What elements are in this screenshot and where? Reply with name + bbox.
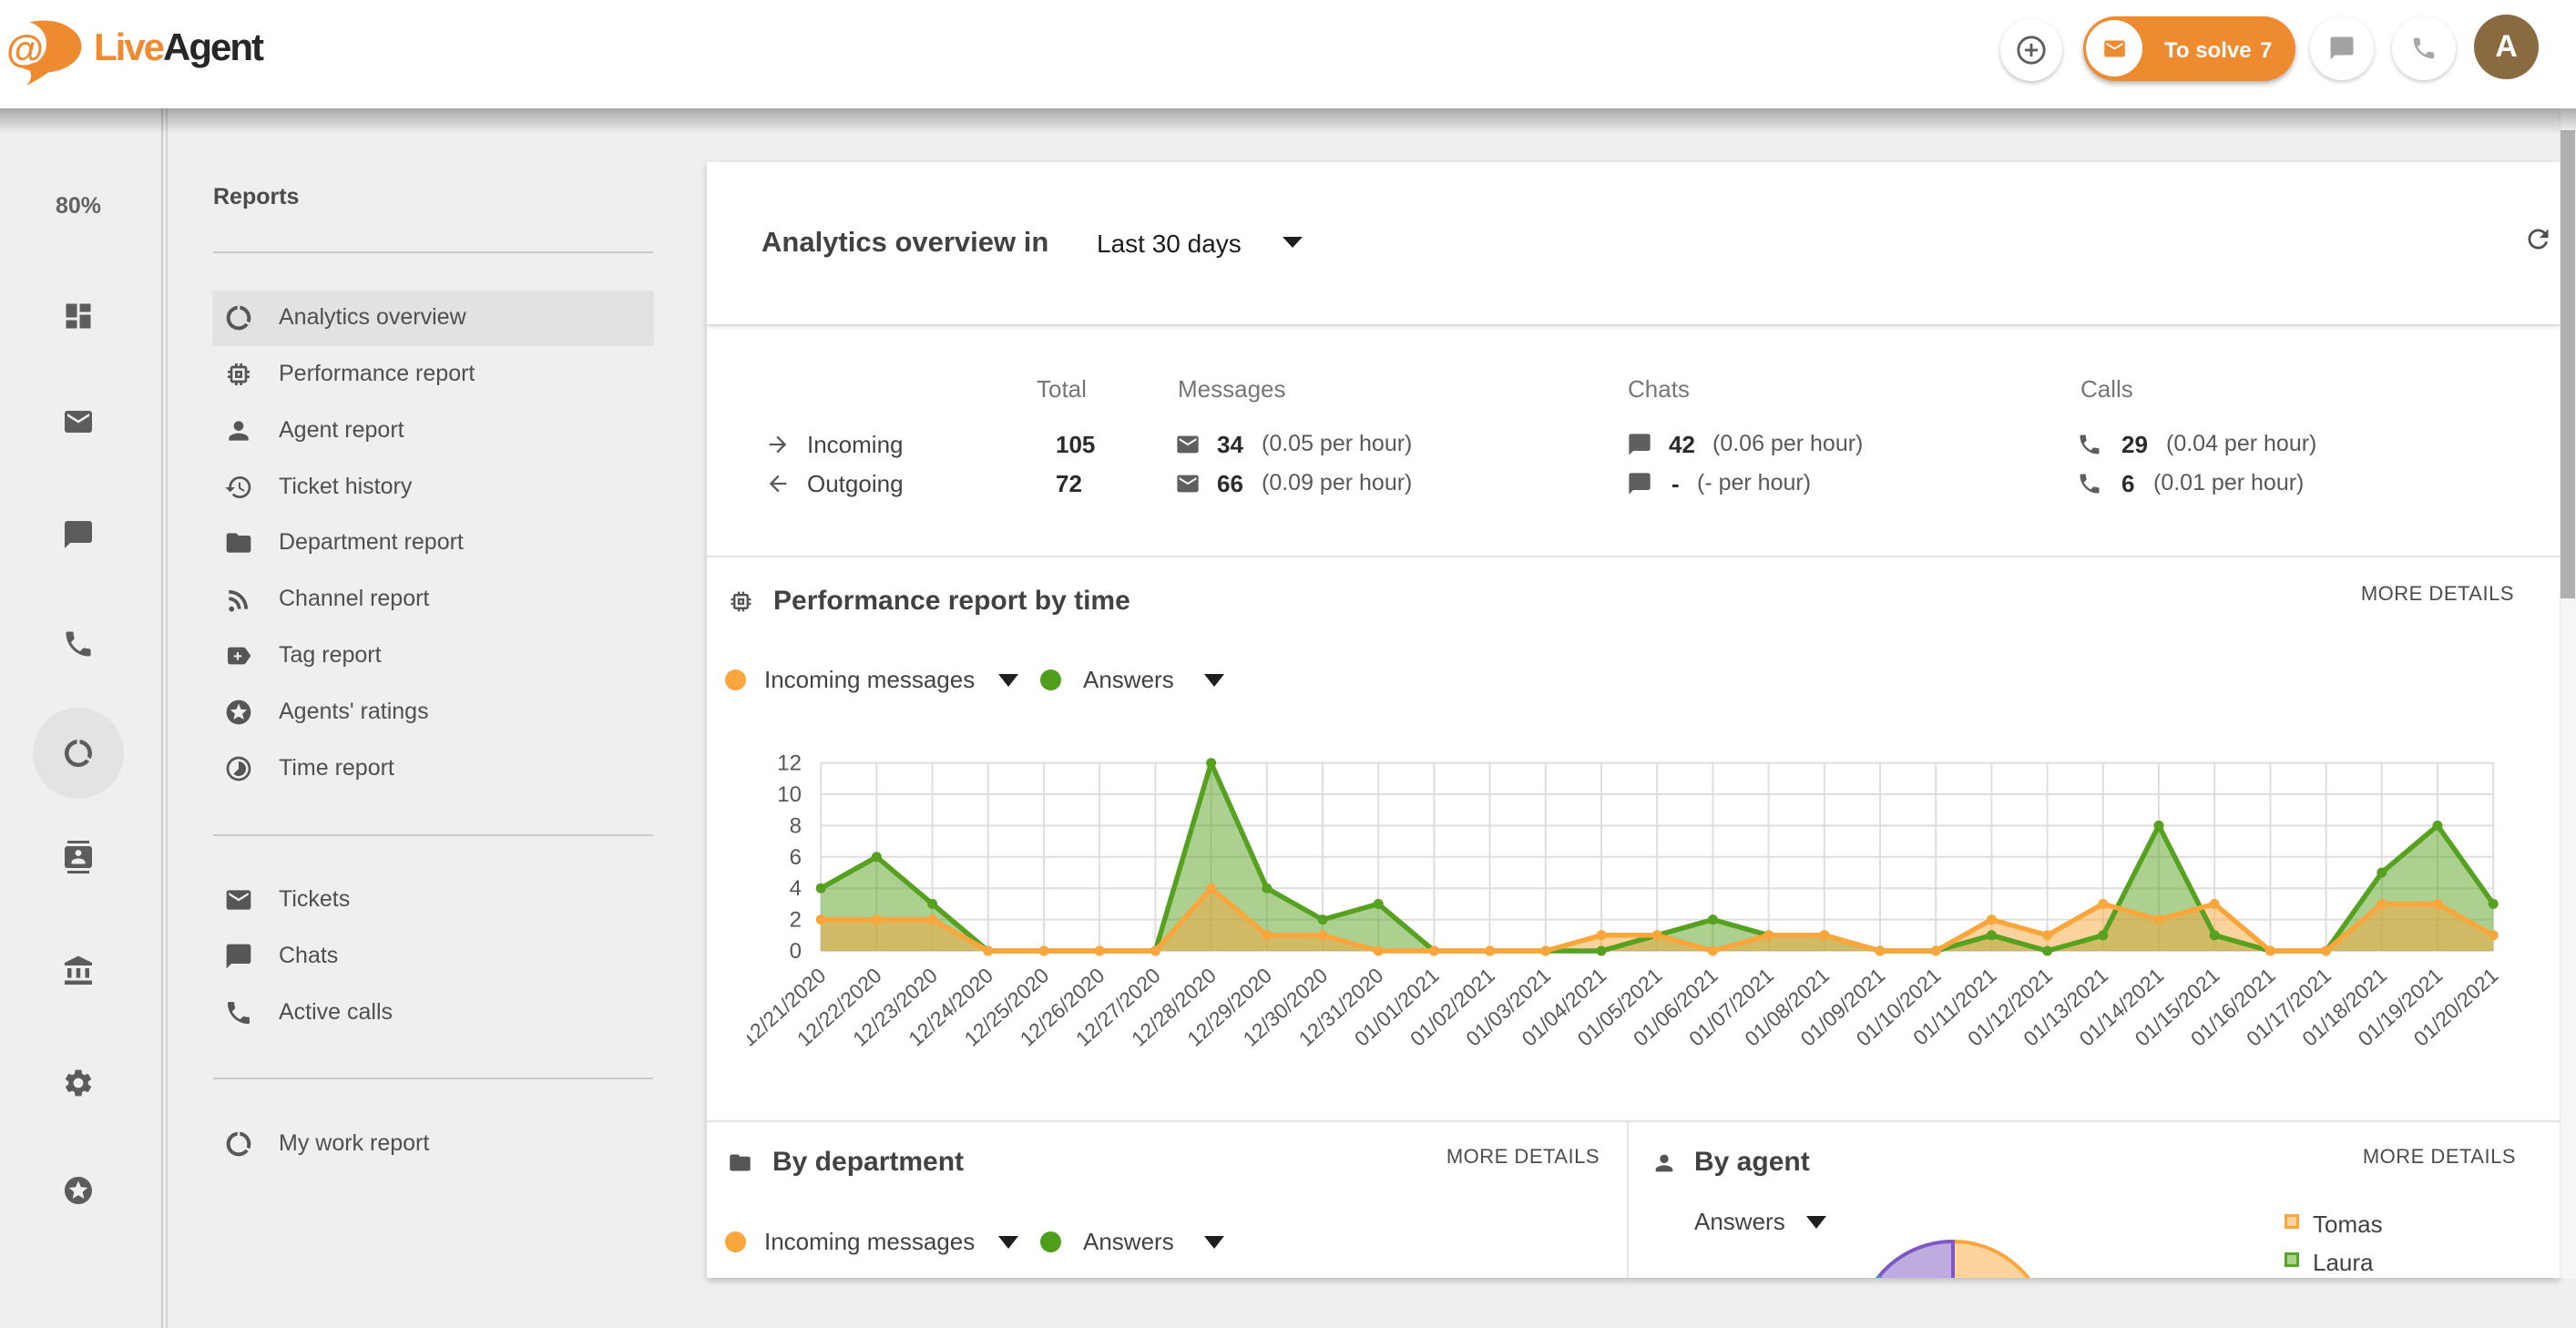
svg-text:@: @ [6,27,44,70]
svg-text:4: 4 [790,876,802,901]
svg-text:8: 8 [790,813,802,838]
svg-text:12: 12 [777,751,802,776]
svg-text:LiveAgent: LiveAgent [94,26,264,68]
svg-text:10: 10 [777,782,802,807]
svg-text:0: 0 [790,939,802,964]
svg-text:2: 2 [790,908,802,933]
svg-text:6: 6 [790,845,802,870]
